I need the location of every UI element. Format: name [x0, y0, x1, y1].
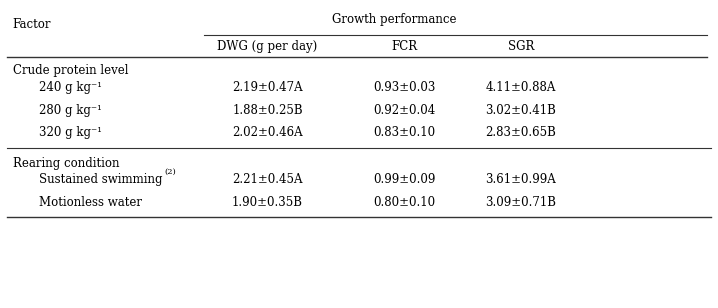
- Text: 3.61±0.99A: 3.61±0.99A: [485, 173, 556, 186]
- Text: 0.93±0.03: 0.93±0.03: [373, 81, 436, 94]
- Text: SGR: SGR: [508, 40, 534, 53]
- Text: 2.21±0.45A: 2.21±0.45A: [233, 173, 303, 186]
- Text: 3.09±0.71B: 3.09±0.71B: [485, 196, 556, 209]
- Text: 0.99±0.09: 0.99±0.09: [373, 173, 436, 186]
- Text: 240 g kg⁻¹: 240 g kg⁻¹: [39, 81, 102, 94]
- Text: 0.92±0.04: 0.92±0.04: [373, 104, 436, 117]
- Text: 2.19±0.47A: 2.19±0.47A: [232, 81, 303, 94]
- Text: 4.11±0.88A: 4.11±0.88A: [485, 81, 556, 94]
- Text: 2.83±0.65B: 2.83±0.65B: [485, 126, 556, 140]
- Text: DWG (g per day): DWG (g per day): [218, 40, 317, 53]
- Text: 280 g kg⁻¹: 280 g kg⁻¹: [39, 104, 102, 117]
- Text: 1.90±0.35B: 1.90±0.35B: [232, 196, 303, 209]
- Text: 3.02±0.41B: 3.02±0.41B: [485, 104, 556, 117]
- Text: 320 g kg⁻¹: 320 g kg⁻¹: [39, 126, 102, 140]
- Text: FCR: FCR: [392, 40, 418, 53]
- Text: 1.88±0.25B: 1.88±0.25B: [232, 104, 303, 117]
- Text: Factor: Factor: [13, 18, 51, 31]
- Text: Motionless water: Motionless water: [39, 196, 142, 209]
- Text: Growth performance: Growth performance: [332, 13, 457, 26]
- Text: 0.80±0.10: 0.80±0.10: [373, 196, 436, 209]
- Text: (2): (2): [164, 168, 176, 176]
- Text: Sustained swimming: Sustained swimming: [39, 173, 162, 186]
- Text: Rearing condition: Rearing condition: [13, 156, 119, 170]
- Text: Crude protein level: Crude protein level: [13, 64, 129, 78]
- Text: 2.02±0.46A: 2.02±0.46A: [232, 126, 303, 140]
- Text: 0.83±0.10: 0.83±0.10: [373, 126, 436, 140]
